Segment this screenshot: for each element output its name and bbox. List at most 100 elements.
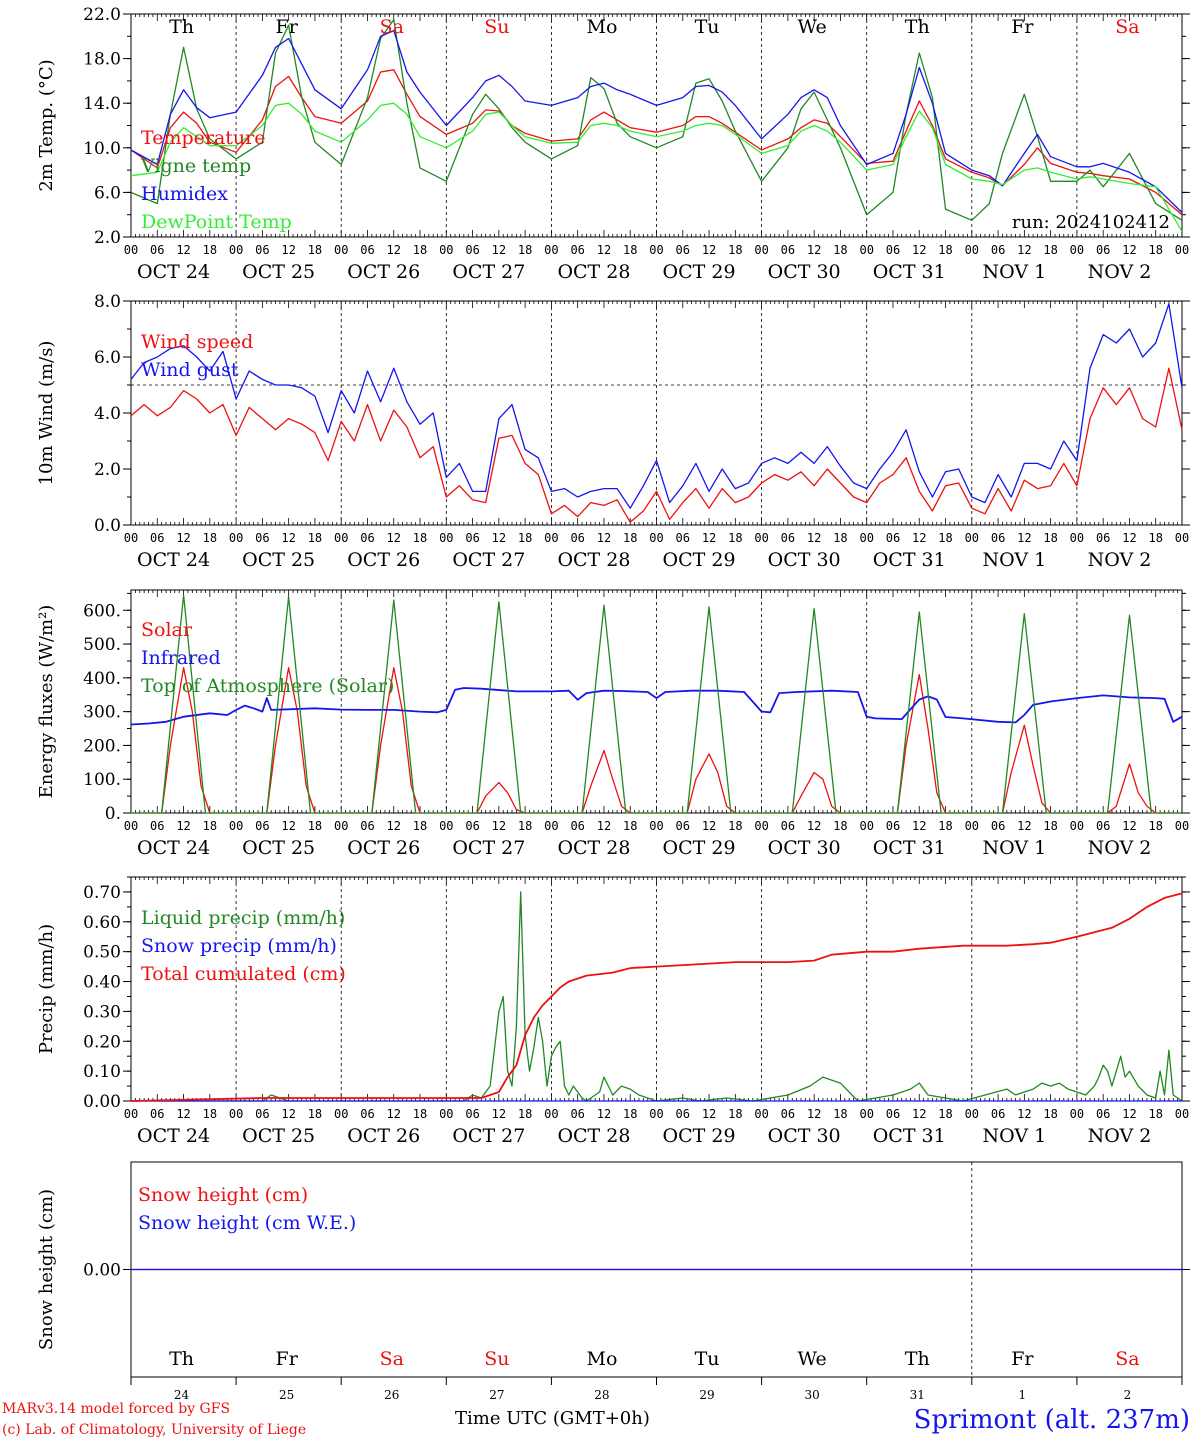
hour-tick-label: 18 <box>203 243 217 257</box>
hour-tick-label: 12 <box>912 819 926 833</box>
hour-tick-label: 00 <box>859 1107 873 1121</box>
snow-y-axis-label: Snow height (cm) <box>36 1189 57 1350</box>
legend-entry: Snow height (cm W.E.) <box>138 1212 356 1234</box>
hour-tick-label: 06 <box>570 1107 584 1121</box>
series-line-wind-gust <box>130 303 1183 509</box>
hour-tick-label: 00 <box>124 1107 138 1121</box>
date-label: OCT 29 <box>663 549 736 571</box>
series-line-temperature <box>130 69 1183 216</box>
snow-date-number: 31 <box>910 1388 925 1402</box>
series-line-total-cumulated-cm- <box>130 892 1183 1102</box>
day-name-label: We <box>798 1348 827 1370</box>
hour-tick-label: 12 <box>597 1107 611 1121</box>
snow-date-number: 1 <box>1019 1388 1027 1402</box>
y-tick-label: 100. <box>83 770 121 790</box>
hour-tick-label: 06 <box>255 243 269 257</box>
y-tick-label: 18.0 <box>83 50 121 70</box>
hour-tick-label: 18 <box>1043 531 1057 545</box>
hour-tick-label: 12 <box>1122 1107 1136 1121</box>
hour-tick-label: 00 <box>754 819 768 833</box>
date-label: OCT 28 <box>557 261 630 283</box>
hour-tick-label: 00 <box>334 1107 348 1121</box>
hour-tick-label: 06 <box>991 243 1005 257</box>
date-label: NOV 2 <box>1088 261 1152 283</box>
date-label: NOV 2 <box>1088 549 1152 571</box>
hour-tick-label: 12 <box>912 243 926 257</box>
hour-tick-label: 18 <box>728 1107 742 1121</box>
hour-tick-label: 06 <box>255 531 269 545</box>
y-tick-label: 22.0 <box>83 5 121 25</box>
date-label: OCT 28 <box>557 837 630 859</box>
date-label: OCT 30 <box>768 1125 841 1147</box>
legend-entry: DewPoint Temp <box>141 211 292 233</box>
date-label: OCT 31 <box>873 261 946 283</box>
date-label: OCT 26 <box>347 837 420 859</box>
date-label: OCT 27 <box>452 261 525 283</box>
energy-frame <box>130 589 1183 814</box>
hour-tick-label: 00 <box>334 243 348 257</box>
panel-temperature: 00 06 12 18 OCT 24 00 06 12 18 OCT 25 00 06 12 18 OCT … <box>36 5 1190 283</box>
hour-tick-label: 00 <box>649 531 663 545</box>
date-label: OCT 25 <box>242 261 315 283</box>
date-label: NOV 1 <box>982 837 1046 859</box>
hour-tick-label: 00 <box>859 819 873 833</box>
hour-tick-label: 12 <box>807 531 821 545</box>
hour-tick-label: 06 <box>1096 243 1110 257</box>
hour-tick-label: 18 <box>1148 819 1162 833</box>
hour-tick-label: 00 <box>859 531 873 545</box>
hour-tick-label: 06 <box>676 819 690 833</box>
run-annotation: run: 2024102412 <box>1012 212 1170 233</box>
y-tick-label: 14.0 <box>83 94 121 114</box>
hour-tick-label: 18 <box>308 819 322 833</box>
legend-entry: Humidex <box>141 183 228 205</box>
y-tick-label: 500. <box>83 635 121 655</box>
date-label: OCT 31 <box>873 837 946 859</box>
y-tick-label: 2.0 <box>94 228 121 248</box>
hour-tick-label: 18 <box>728 243 742 257</box>
series-line-humidex <box>130 30 1183 213</box>
date-label: OCT 24 <box>137 549 210 571</box>
hour-tick-label: 00 <box>649 1107 663 1121</box>
hour-tick-label: 12 <box>1017 819 1031 833</box>
y-tick-label: 0.00 <box>83 1261 121 1281</box>
hour-tick-label: 12 <box>281 531 295 545</box>
date-label: OCT 25 <box>242 549 315 571</box>
date-label: OCT 27 <box>452 837 525 859</box>
hour-tick-label: 00 <box>859 243 873 257</box>
hour-tick-label: 00 <box>229 243 243 257</box>
snow-date-number: 28 <box>594 1388 609 1402</box>
hour-tick-label: 12 <box>281 243 295 257</box>
series-line-liquid-precip-mm-h- <box>131 891 1183 1102</box>
hour-tick-label: 18 <box>1043 819 1057 833</box>
hour-tick-label: 06 <box>255 819 269 833</box>
date-label: OCT 26 <box>347 549 420 571</box>
legend-entry: Wind gust <box>141 359 239 381</box>
day-name-label: Sa <box>1115 1348 1139 1370</box>
hour-tick-label: 06 <box>465 243 479 257</box>
snow-date-number: 24 <box>174 1388 190 1402</box>
hour-tick-label: 00 <box>754 531 768 545</box>
y-tick-label: 200. <box>83 736 121 756</box>
hour-tick-label: 00 <box>124 819 138 833</box>
hour-tick-label: 12 <box>1017 1107 1031 1121</box>
hour-tick-label: 18 <box>518 243 532 257</box>
wind-y-axis-label: 10m Wind (m/s) <box>36 341 57 486</box>
hour-tick-label: 12 <box>1122 531 1136 545</box>
hour-tick-label: 06 <box>465 1107 479 1121</box>
hour-tick-label: 18 <box>623 243 637 257</box>
hour-tick-label: 00 <box>544 243 558 257</box>
hour-tick-label: 06 <box>1096 819 1110 833</box>
hour-tick-label: 00 <box>229 1107 243 1121</box>
hour-tick-label: 12 <box>387 819 401 833</box>
hour-tick-label: 12 <box>176 531 190 545</box>
hour-tick-label: 06 <box>1096 531 1110 545</box>
hour-tick-label: 06 <box>676 243 690 257</box>
date-label: OCT 26 <box>347 1125 420 1147</box>
temperature-frame <box>130 13 1183 238</box>
legend-entry: Temperature <box>141 127 265 149</box>
hour-tick-label: 18 <box>938 243 952 257</box>
snow-date-number: 29 <box>699 1388 714 1402</box>
date-label: OCT 25 <box>242 837 315 859</box>
date-label: NOV 1 <box>982 1125 1046 1147</box>
hour-tick-label: 06 <box>360 531 374 545</box>
